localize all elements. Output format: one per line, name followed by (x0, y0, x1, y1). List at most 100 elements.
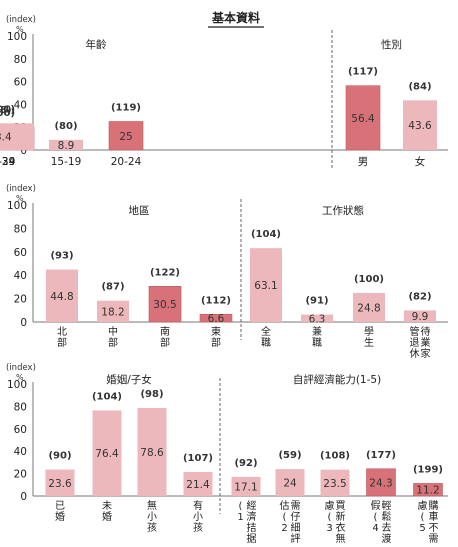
category-label-char: 職 (261, 337, 271, 349)
category-label: 有小孩 (193, 499, 203, 534)
bar (137, 407, 167, 496)
bar-index-label: (101) (0, 104, 15, 115)
category-label-char: 衣 (336, 521, 346, 534)
bar-index-label: (93) (50, 251, 73, 262)
bar-value-label: 8.9 (58, 140, 75, 152)
bar (275, 469, 305, 496)
y-unit-label: (index) (6, 363, 36, 373)
category-label: 15-19 (51, 156, 82, 168)
category-label-char: 車 (429, 510, 439, 523)
group-label: 工作狀態 (322, 204, 364, 217)
category-label-char: 全 (261, 325, 271, 338)
bar-index-label: (117) (348, 67, 378, 78)
y-tick-label: 20 (14, 294, 27, 306)
bar (46, 269, 78, 322)
bar-value-label: 43.6 (408, 120, 432, 132)
category-label-char: 職 (312, 337, 322, 349)
category-label-char: 無 (336, 532, 346, 545)
bar-value-label: 11.2 (416, 485, 439, 497)
bar-index-label: (108) (320, 451, 350, 462)
category-label-char: 假 (371, 499, 381, 512)
bar (148, 286, 182, 323)
category-label-char: 5 (419, 523, 425, 534)
category-label-char: 4 (372, 523, 378, 534)
category-label-char: 學 (364, 325, 374, 338)
category-label-char: 買 (336, 500, 346, 512)
category-label-char: 仔 (291, 511, 301, 523)
category-label: 慮(3買新衣無 (325, 499, 346, 545)
bar (97, 300, 129, 322)
chart-panel-2: (index)% 0 20 40 60 80 100 地區 44.8 (93) 北部 18.2 (87)… (6, 184, 448, 360)
category-label: 25-29 (0, 156, 15, 168)
bar-index-label: (199) (413, 464, 443, 475)
bar-value-label: 30.5 (153, 299, 176, 311)
category-label: 學生 (364, 325, 374, 349)
y-percent-label: % (16, 194, 24, 203)
category-label-char: 据 (247, 532, 257, 545)
category-label-char: 未 (102, 500, 112, 512)
bar (301, 314, 333, 322)
category-label: 30-34 (0, 156, 16, 168)
category-label: 已婚 (55, 501, 65, 523)
bar (403, 100, 437, 150)
bar-value-label: 44.8 (50, 291, 73, 303)
y-tick-label: 0 (20, 317, 27, 329)
bar-value-label: 63.1 (254, 280, 277, 292)
bar (231, 476, 261, 496)
y-tick-label: 80 (14, 223, 27, 235)
category-label-char: 婚 (55, 510, 65, 523)
category-label-char: 慮 (325, 499, 335, 512)
y-tick-label: 40 (14, 99, 27, 111)
category-label: 女 (415, 155, 426, 168)
y-tick-label: 60 (14, 424, 27, 436)
bar (199, 313, 233, 323)
bar-value-label: 76.4 (95, 448, 119, 460)
category-label-char: 休 (410, 348, 420, 360)
bar-index-label: (100) (354, 274, 384, 285)
category-label: 假(4輕鬆去渡 (371, 499, 392, 545)
bar (92, 410, 122, 496)
bar-value-label: 17.1 (234, 481, 257, 493)
chart-panel-1: (index)%020406080100年齡8.9(80)15-1925(119… (0, 15, 448, 168)
y-tick-label: 100 (7, 379, 27, 391)
category-label: 兼職 (312, 325, 322, 349)
category-label-char: 渡 (382, 532, 392, 545)
category-label-char: 3 (326, 523, 332, 534)
y-tick-label: 0 (20, 145, 27, 157)
chart-title: 基本資料 (211, 10, 260, 25)
category-label-char: 小 (147, 511, 157, 523)
category-label-char: 生 (364, 336, 374, 349)
bar-index-label: (104) (92, 391, 122, 402)
group-label: 婚姻/子女 (106, 373, 152, 386)
category-label-char: 無 (147, 499, 157, 512)
bar-index-label: (92) (234, 458, 257, 469)
bar-index-label: (100) (0, 108, 15, 119)
bar (250, 248, 282, 322)
category-label: 無小孩 (147, 499, 157, 534)
bar-index-label: (122) (150, 267, 180, 278)
category-label-char: 購 (429, 499, 439, 512)
bar-value-label: 56.4 (351, 113, 375, 125)
category-label-char: ( (283, 512, 287, 523)
bar-value-label: 24.8 (357, 302, 380, 314)
category-label-char: 部 (57, 336, 67, 349)
chart-panel-3: (index)% 0 20 40 60 80 100 婚姻/子女 23.6 (90) 已婚 76.4 (… (6, 363, 448, 545)
bar-value-label: 18.2 (101, 306, 124, 318)
y-unit-label: (index) (6, 15, 36, 25)
bar-index-label: (119) (111, 103, 141, 114)
bar (108, 121, 144, 151)
category-label-char: 1 (237, 512, 243, 523)
category-label-char: 輕 (382, 500, 392, 512)
bar (404, 310, 436, 322)
bar-index-label: (93) (0, 105, 12, 116)
y-tick-label: 0 (20, 491, 27, 503)
bar-index-label: (91) (305, 296, 328, 307)
y-tick-label: 20 (14, 469, 27, 481)
category-label-char: 濟 (247, 510, 257, 523)
y-tick-label: 100 (7, 200, 27, 212)
y-tick-label: 80 (14, 401, 27, 413)
category-label-char: ( (421, 512, 425, 523)
bar-index-label: (90) (48, 451, 71, 462)
category-label-char: 孩 (147, 521, 157, 534)
